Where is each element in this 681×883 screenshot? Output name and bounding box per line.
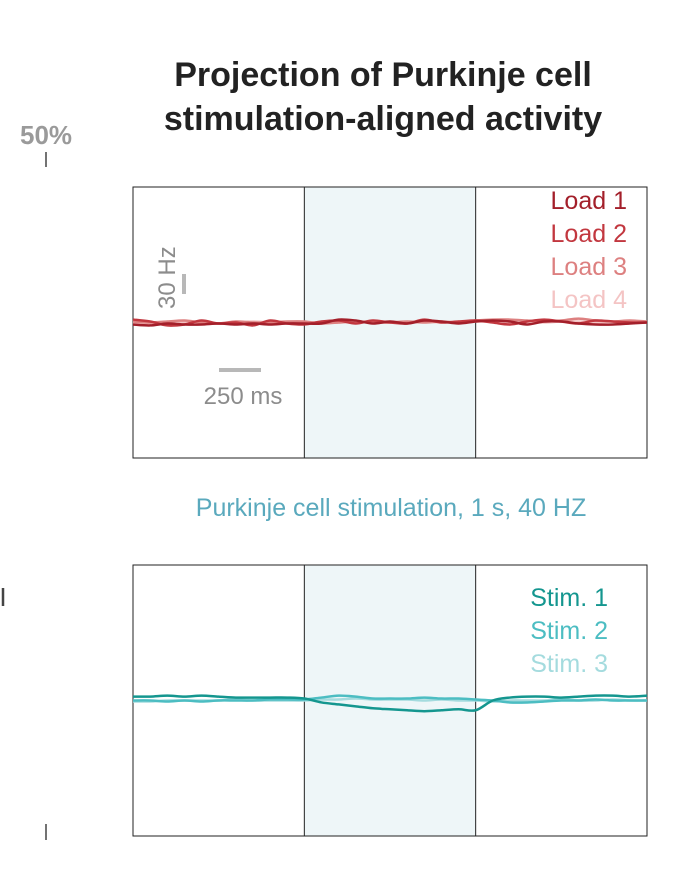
percent-scale-label: 50% <box>20 120 72 150</box>
top-series-group <box>132 317 648 327</box>
top-legend: Load 1 Load 2 Load 3 Load 4 <box>551 187 628 314</box>
bottom-legend-entry-3: Stim. 3 <box>530 650 608 678</box>
panel-bottom: Stim. 1 Stim. 2 Stim. 3 <box>132 564 648 837</box>
bottom-series-line-1 <box>132 694 648 713</box>
top-legend-entry-2: Load 2 <box>551 220 627 248</box>
scalebar-horizontal-label: 250 ms <box>204 383 283 410</box>
chart-title-line-2: stimulation-aligned activity <box>164 100 602 138</box>
chart-title-line-1: Projection of Purkinje cell <box>174 56 592 94</box>
bottom-legend: Stim. 1 Stim. 2 Stim. 3 <box>530 584 608 678</box>
scalebar-vertical-label: 30 Hz <box>154 246 181 309</box>
bottom-series-line-2 <box>132 694 647 704</box>
bottom-series-group <box>132 694 648 713</box>
stimulation-caption: Purkinje cell stimulation, 1 s, 40 HZ <box>196 494 586 522</box>
bottom-legend-entry-1: Stim. 1 <box>530 584 608 612</box>
panel-top: Load 1 Load 2 Load 3 Load 4 30 Hz 250 ms <box>132 186 648 459</box>
bottom-legend-entry-2: Stim. 2 <box>530 617 608 645</box>
top-legend-entry-4: Load 4 <box>551 286 628 314</box>
top-legend-entry-3: Load 3 <box>551 253 627 281</box>
top-series-line-1 <box>132 318 648 327</box>
top-legend-entry-1: Load 1 <box>551 187 627 215</box>
